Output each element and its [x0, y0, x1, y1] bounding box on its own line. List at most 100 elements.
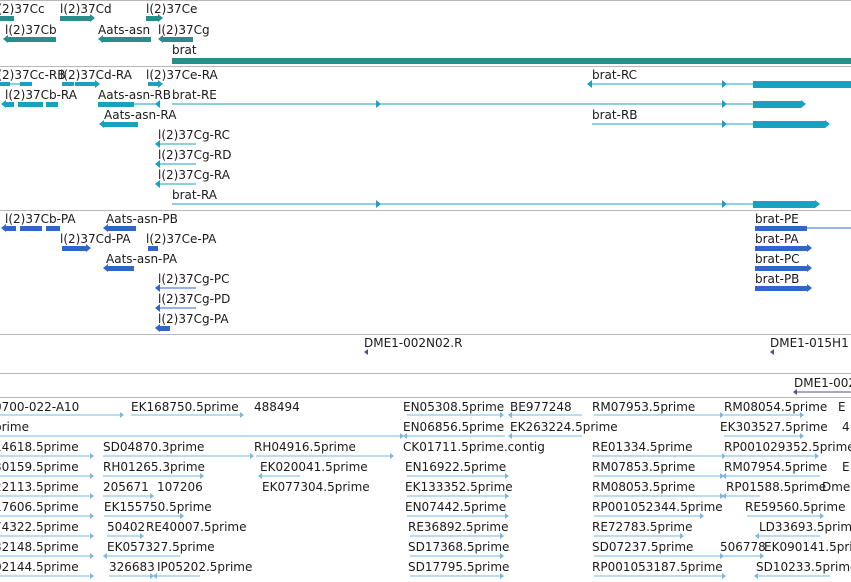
est-feature-label[interactable]: EN05308.5prime: [403, 400, 505, 414]
feature-block[interactable]: [148, 246, 158, 251]
feature-block[interactable]: [755, 246, 807, 251]
est-feature-label[interactable]: EK057327.5prime: [107, 540, 215, 554]
est-feature-label[interactable]: EK090141.5prime: [764, 540, 851, 554]
est-feature-label[interactable]: RM07953.5prime: [592, 400, 696, 414]
est-feature-label[interactable]: SD17795.5prime: [408, 560, 510, 574]
est-feature-label[interactable]: RE40007.5prime: [146, 520, 247, 534]
transcript-feature-label[interactable]: l(2)37Cg-RC: [158, 128, 231, 142]
protein-feature-label[interactable]: l(2)37Ce-PA: [146, 232, 217, 246]
est-feature-label[interactable]: CK01711.5prime.contig: [403, 440, 545, 454]
est-feature-label[interactable]: SD10233.5prime: [756, 560, 851, 574]
feature-block[interactable]: [62, 82, 74, 86]
est-feature-label[interactable]: EK263224.5prime: [510, 420, 618, 434]
est-feature-label[interactable]: EK133352.5prime: [405, 480, 513, 494]
transcript-feature-label[interactable]: l(2)37Cb-RA: [5, 88, 77, 102]
est-feature-label[interactable]: 107206: [157, 480, 203, 494]
gene-block[interactable]: [103, 37, 151, 42]
feature-block[interactable]: [6, 226, 16, 231]
protein-feature-label[interactable]: l(2)37Cg-PC: [158, 272, 230, 286]
exon-block[interactable]: [753, 201, 815, 208]
exon-block[interactable]: [753, 121, 825, 128]
feature-block[interactable]: [75, 82, 95, 86]
est-feature-label[interactable]: RM08053.5prime: [592, 480, 696, 494]
feature-block[interactable]: [46, 226, 60, 231]
est-feature-label[interactable]: 0700-022-A10: [0, 400, 80, 414]
est-feature-label[interactable]: RE72783.5prime: [592, 520, 693, 534]
feature-block[interactable]: [755, 266, 807, 271]
est-feature-label[interactable]: 30159.5prime: [0, 460, 79, 474]
protein-feature-label[interactable]: brat-PB: [755, 272, 800, 286]
est-feature-label[interactable]: IP05202.5prime: [157, 560, 253, 574]
est-feature-label[interactable]: 32148.5prime: [0, 540, 79, 554]
feature-block[interactable]: [6, 102, 14, 107]
est-feature-label[interactable]: RP001029352.5prime: [724, 440, 851, 454]
gene-feature-label[interactable]: Aats-asn: [98, 23, 151, 37]
feature-block[interactable]: [18, 102, 43, 107]
est-feature-label[interactable]: LD33693.5prime: [759, 520, 851, 534]
est-feature-label[interactable]: E: [838, 400, 846, 414]
est-feature-label[interactable]: EK168750.5prime: [131, 400, 239, 414]
gene-feature-label[interactable]: l(2)37Ce: [146, 2, 198, 16]
gene-block[interactable]: [0, 16, 14, 21]
feature-block[interactable]: [46, 102, 58, 107]
est-feature-label[interactable]: 506778: [720, 540, 766, 554]
transcript-feature-label[interactable]: brat-RB: [592, 108, 638, 122]
est-feature-label[interactable]: RE36892.5prime: [408, 520, 509, 534]
est-feature-label[interactable]: EN06856.5prime: [403, 420, 505, 434]
gene-block[interactable]: [146, 16, 158, 21]
transcript-feature-label[interactable]: l(2)37Cg-RD: [158, 148, 232, 162]
feature-block[interactable]: [20, 82, 32, 86]
gene-feature-label[interactable]: brat: [172, 43, 197, 57]
protein-feature-label[interactable]: brat-PA: [755, 232, 799, 246]
est-feature-label[interactable]: RP01588.5prime: [726, 480, 827, 494]
est-feature-label[interactable]: 14618.5prime: [0, 440, 79, 454]
protein-feature-label[interactable]: brat-PC: [755, 252, 800, 266]
protein-feature-label[interactable]: l(2)37Cg-PA: [158, 312, 229, 326]
est-feature-label[interactable]: EK303527.5prime: [720, 420, 828, 434]
est-feature-label[interactable]: EN07442.5prime: [405, 500, 507, 514]
gene-feature-label[interactable]: l(2)37Cb: [5, 23, 57, 37]
oligo-feature-label[interactable]: DME1-002N02.R: [364, 336, 463, 350]
est-feature-label[interactable]: SD07237.5prime: [592, 540, 694, 554]
est-feature-label[interactable]: RM08054.5prime: [724, 400, 828, 414]
feature-block[interactable]: [62, 246, 86, 251]
transcript-feature-label[interactable]: l(2)37Ce-RA: [146, 68, 218, 82]
feature-block[interactable]: [755, 286, 807, 291]
feature-block[interactable]: [108, 266, 134, 271]
est-feature-label[interactable]: 17606.5prime: [0, 500, 79, 514]
feature-block[interactable]: [104, 122, 138, 127]
exon-block[interactable]: [753, 81, 851, 88]
transcript-feature-label[interactable]: l(2)37Cg-RA: [158, 168, 230, 182]
est-feature-label[interactable]: EN16922.5prime: [405, 460, 507, 474]
est-feature-label[interactable]: RM07954.5prime: [724, 460, 828, 474]
est-feature-label[interactable]: EK077304.5prime: [262, 480, 370, 494]
est-feature-label[interactable]: 50402: [107, 520, 146, 534]
est-feature-label[interactable]: E: [842, 460, 850, 474]
transcript-feature-label[interactable]: l(2)37Cd-RA: [60, 68, 132, 82]
transcript-feature-label[interactable]: Aats-asn-RA: [104, 108, 177, 122]
feature-block[interactable]: [98, 102, 134, 107]
gene-feature-label[interactable]: l(2)37Cd: [60, 2, 112, 16]
est-feature-label[interactable]: 4: [842, 420, 850, 434]
transcript-feature-label[interactable]: brat-RA: [172, 188, 217, 202]
protein-feature-label[interactable]: l(2)37Cg-PD: [158, 292, 231, 306]
gene-block[interactable]: [8, 37, 56, 42]
gene-block[interactable]: [172, 58, 851, 64]
transcript-feature-label[interactable]: Aats-asn-RB: [98, 88, 171, 102]
feature-block[interactable]: [108, 226, 136, 231]
est-feature-label[interactable]: SD17368.5prime: [408, 540, 510, 554]
est-feature-label[interactable]: 74322.5prime: [0, 520, 79, 534]
oligo-feature-label[interactable]: DME1-015H1: [770, 336, 849, 350]
est-feature-label[interactable]: RH04916.5prime: [254, 440, 356, 454]
protein-feature-label[interactable]: brat-PE: [755, 212, 799, 226]
feature-block[interactable]: [0, 82, 10, 86]
transcript-feature-label[interactable]: brat-RE: [172, 88, 217, 102]
est-feature-label[interactable]: 205671: [103, 480, 149, 494]
exon-block[interactable]: [753, 101, 801, 108]
gene-block[interactable]: [60, 16, 90, 21]
est-feature-label[interactable]: Dme: [822, 480, 851, 494]
est-feature-label[interactable]: RE01334.5prime: [592, 440, 693, 454]
gene-block[interactable]: [163, 37, 193, 42]
protein-feature-label[interactable]: Aats-asn-PA: [106, 252, 178, 266]
est-feature-label[interactable]: RH01265.3prime: [103, 460, 205, 474]
